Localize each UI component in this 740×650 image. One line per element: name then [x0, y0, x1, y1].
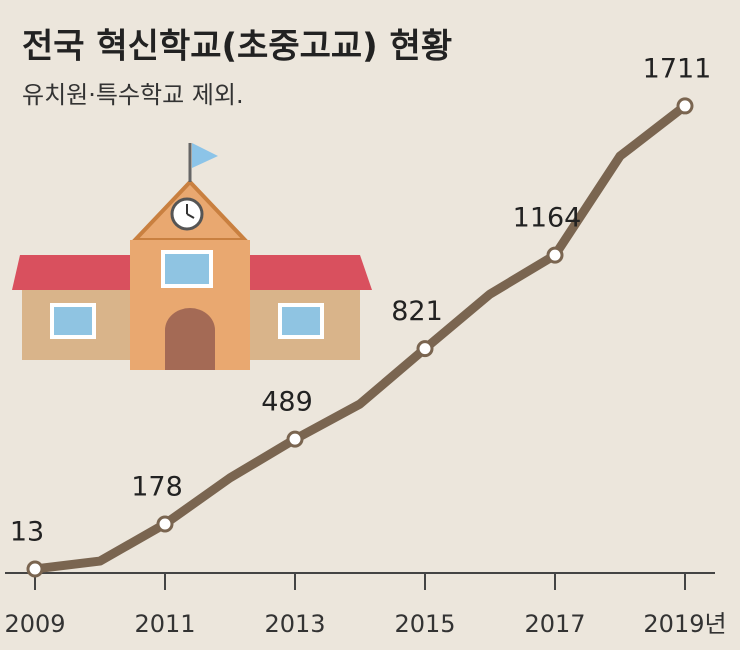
data-label: 1711 [643, 53, 712, 84]
x-tick-label: 2009 [4, 610, 65, 638]
x-tick-label: 2019년 [643, 610, 726, 638]
x-tick-label: 2015 [394, 610, 455, 638]
data-label: 821 [391, 296, 443, 327]
x-tick-label: 2017 [524, 610, 585, 638]
school-illustration [12, 143, 372, 370]
data-point [26, 560, 44, 578]
data-point [286, 430, 304, 448]
x-tick-label: 2013 [264, 610, 325, 638]
x-tick-label: 2011 [134, 610, 195, 638]
data-label: 13 [10, 516, 44, 547]
data-label: 1164 [513, 203, 582, 234]
data-label: 178 [131, 471, 183, 502]
data-label: 489 [261, 387, 313, 418]
data-point [156, 515, 174, 533]
data-point [676, 97, 694, 115]
data-point [416, 340, 434, 358]
data-point [546, 246, 564, 264]
data-line [30, 101, 690, 574]
chart-subtitle: 유치원·특수학교 제외. [22, 81, 244, 109]
chart-title: 전국 혁신학교(초중고교) 현황 [22, 27, 452, 67]
